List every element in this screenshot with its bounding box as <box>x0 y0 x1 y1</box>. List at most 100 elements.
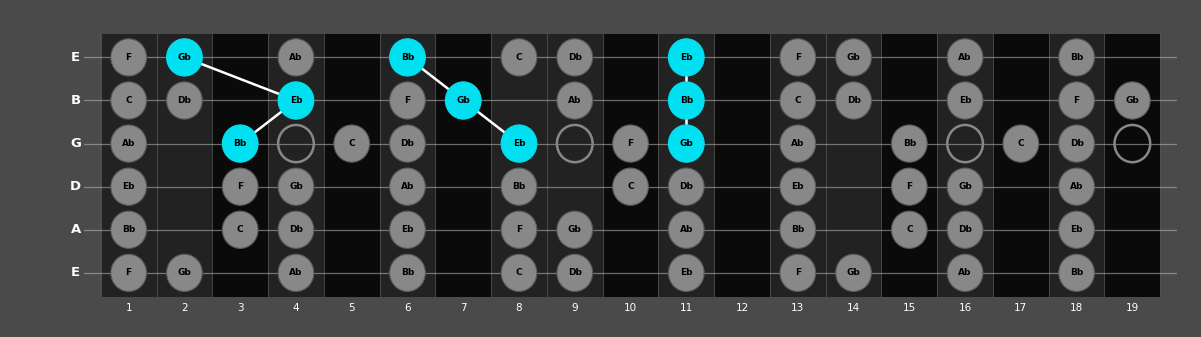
Text: Gb: Gb <box>847 53 860 62</box>
Ellipse shape <box>389 211 425 248</box>
Text: 11: 11 <box>680 303 693 313</box>
Text: 13: 13 <box>791 303 805 313</box>
Ellipse shape <box>279 211 313 248</box>
Ellipse shape <box>836 39 872 76</box>
Text: 15: 15 <box>903 303 916 313</box>
Text: F: F <box>126 53 132 62</box>
Text: Gb: Gb <box>456 96 470 105</box>
Text: Gb: Gb <box>847 268 860 277</box>
Text: Eb: Eb <box>680 268 693 277</box>
Text: F: F <box>795 268 801 277</box>
Ellipse shape <box>948 39 982 76</box>
Bar <box>1048 34 1105 297</box>
Text: Db: Db <box>289 225 303 234</box>
Text: A: A <box>71 223 80 236</box>
Ellipse shape <box>779 39 815 76</box>
Ellipse shape <box>279 254 313 292</box>
Ellipse shape <box>167 39 202 76</box>
Ellipse shape <box>669 125 704 162</box>
Bar <box>715 34 770 297</box>
Text: Eb: Eb <box>791 182 803 191</box>
Ellipse shape <box>836 82 872 119</box>
Text: F: F <box>126 268 132 277</box>
Bar <box>268 34 324 297</box>
Text: Ab: Ab <box>568 96 581 105</box>
Text: Db: Db <box>568 53 581 62</box>
Ellipse shape <box>110 82 147 119</box>
Ellipse shape <box>557 82 592 119</box>
Text: Eb: Eb <box>123 182 135 191</box>
Ellipse shape <box>1059 168 1094 205</box>
Text: Ab: Ab <box>680 225 693 234</box>
Ellipse shape <box>557 211 592 248</box>
Ellipse shape <box>779 168 815 205</box>
Text: C: C <box>237 225 244 234</box>
Text: Ab: Ab <box>401 182 414 191</box>
Text: Db: Db <box>1070 139 1083 148</box>
Text: F: F <box>795 53 801 62</box>
Text: F: F <box>627 139 634 148</box>
Ellipse shape <box>110 125 147 162</box>
Text: 18: 18 <box>1070 303 1083 313</box>
Text: 7: 7 <box>460 303 466 313</box>
Text: Gb: Gb <box>178 268 191 277</box>
Text: Db: Db <box>958 225 972 234</box>
Text: B: B <box>71 94 80 107</box>
Bar <box>658 34 715 297</box>
Ellipse shape <box>948 82 982 119</box>
Text: Eb: Eb <box>513 139 525 148</box>
Text: G: G <box>71 137 82 150</box>
Text: C: C <box>125 96 132 105</box>
Text: C: C <box>906 225 913 234</box>
Text: 12: 12 <box>735 303 748 313</box>
Bar <box>491 34 546 297</box>
Text: Ab: Ab <box>958 53 972 62</box>
Ellipse shape <box>446 82 482 119</box>
Text: Ab: Ab <box>958 268 972 277</box>
Ellipse shape <box>222 125 258 162</box>
Bar <box>937 34 993 297</box>
Text: 3: 3 <box>237 303 244 313</box>
Ellipse shape <box>389 168 425 205</box>
Ellipse shape <box>167 254 202 292</box>
Ellipse shape <box>279 168 313 205</box>
Ellipse shape <box>110 39 147 76</box>
Ellipse shape <box>501 168 537 205</box>
Ellipse shape <box>110 168 147 205</box>
Ellipse shape <box>110 211 147 248</box>
Text: Gb: Gb <box>178 53 191 62</box>
Text: Db: Db <box>847 96 860 105</box>
Text: 4: 4 <box>293 303 299 313</box>
Ellipse shape <box>779 211 815 248</box>
Ellipse shape <box>1059 39 1094 76</box>
Text: 1: 1 <box>125 303 132 313</box>
Text: Ab: Ab <box>1070 182 1083 191</box>
Bar <box>156 34 213 297</box>
Text: Gb: Gb <box>568 225 581 234</box>
Ellipse shape <box>948 211 982 248</box>
Ellipse shape <box>779 254 815 292</box>
Ellipse shape <box>557 254 592 292</box>
Ellipse shape <box>389 39 425 76</box>
Ellipse shape <box>669 168 704 205</box>
Text: Bb: Bb <box>401 53 414 62</box>
Bar <box>882 34 937 297</box>
Text: Gb: Gb <box>1125 96 1140 105</box>
Bar <box>993 34 1048 297</box>
Ellipse shape <box>501 39 537 76</box>
Bar <box>324 34 380 297</box>
Bar <box>436 34 491 297</box>
Text: Bb: Bb <box>513 182 526 191</box>
Text: Ab: Ab <box>289 53 303 62</box>
Text: Bb: Bb <box>903 139 916 148</box>
Text: Gb: Gb <box>289 182 303 191</box>
Text: Db: Db <box>680 182 693 191</box>
Text: 6: 6 <box>405 303 411 313</box>
Text: C: C <box>1017 139 1024 148</box>
Text: 14: 14 <box>847 303 860 313</box>
Ellipse shape <box>669 211 704 248</box>
Ellipse shape <box>779 125 815 162</box>
Text: 8: 8 <box>515 303 522 313</box>
Ellipse shape <box>948 254 982 292</box>
Ellipse shape <box>1115 82 1151 119</box>
